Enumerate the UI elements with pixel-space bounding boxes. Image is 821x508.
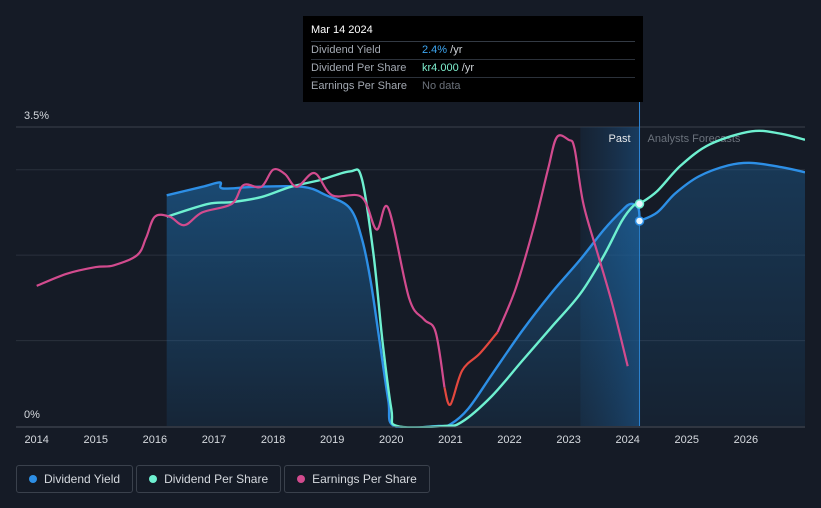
tooltip-row-earnings-per-share: Earnings Per Share No data [311,78,635,95]
tooltip-label: Dividend Per Share [311,62,407,74]
earnings-per-share-line [36,167,446,388]
tooltip-value: No data [422,80,461,92]
tooltip-label: Dividend Yield [311,44,381,56]
x-tick-label: 2022 [497,434,521,446]
dividend-per-share-now-marker [634,199,645,209]
dividend-yield-now-marker [634,216,645,226]
x-tick-label: 2015 [84,434,108,446]
x-tick-label: 2025 [675,434,699,446]
earnings-per-share-line-rest [496,134,629,367]
tooltip-value: kr4.000 [422,62,459,74]
x-tick-label: 2016 [143,434,167,446]
x-tick-label: 2014 [24,434,48,446]
tooltip-value: 2.4% [422,44,448,56]
x-tick-label: 2024 [615,434,639,446]
dividend-per-share-forecast-line [638,129,805,205]
tooltip-date: Mar 14 2024 [311,24,635,42]
tooltip-label: Earnings Per Share [311,80,407,92]
chart-legend: Dividend Yield Dividend Per Share Earnin… [16,465,433,493]
legend-item-dividend-per-share[interactable]: Dividend Per Share [136,465,282,493]
tooltip-suffix: /yr [447,44,463,56]
legend-dot-icon [29,475,37,483]
dividend-yield-area [166,182,640,428]
legend-label: Earnings Per Share [312,472,417,486]
x-tick-label: 2019 [320,434,344,446]
legend-label: Dividend Per Share [164,472,269,486]
axis-layer: 2014 2015 2016 2017 2018 2019 2020 2021 2022 2023… [16,110,805,446]
x-tick-label: 2023 [556,434,580,446]
forecast-label: Analysts Forecasts [648,133,741,145]
x-tick-label: 2018 [261,434,285,446]
legend-label: Dividend Yield [44,472,121,486]
tooltip-row-dividend-yield: Dividend Yield 2.4% /yr [311,42,635,60]
past-label: Past [609,133,631,145]
x-tick-label: 2026 [734,434,758,446]
marker-layer [634,199,645,226]
x-tick-label: 2020 [379,434,403,446]
chart-tooltip: Mar 14 2024 Dividend Yield 2.4% /yr Divi… [303,16,643,102]
dividend-yield-forecast-area [639,162,805,427]
y-tick-label: 0% [24,409,40,421]
earnings-per-share-line-low [443,331,499,406]
dividend-per-share-line [166,168,640,428]
line-layer [36,129,805,428]
legend-item-dividend-yield[interactable]: Dividend Yield [16,465,134,493]
legend-dot-icon [149,475,158,483]
tooltip-suffix: /yr [458,62,474,74]
x-tick-label: 2021 [438,434,462,446]
x-tick-label: 2017 [202,434,226,446]
tooltip-row-dividend-per-share: Dividend Per Share kr4.000 /yr [311,60,635,78]
legend-dot-icon [297,475,306,483]
fill-layer [166,162,805,428]
legend-item-earnings-per-share[interactable]: Earnings Per Share [284,465,430,493]
y-tick-label: 3.5% [24,110,49,122]
dividend-yield-forecast-line [638,161,805,223]
